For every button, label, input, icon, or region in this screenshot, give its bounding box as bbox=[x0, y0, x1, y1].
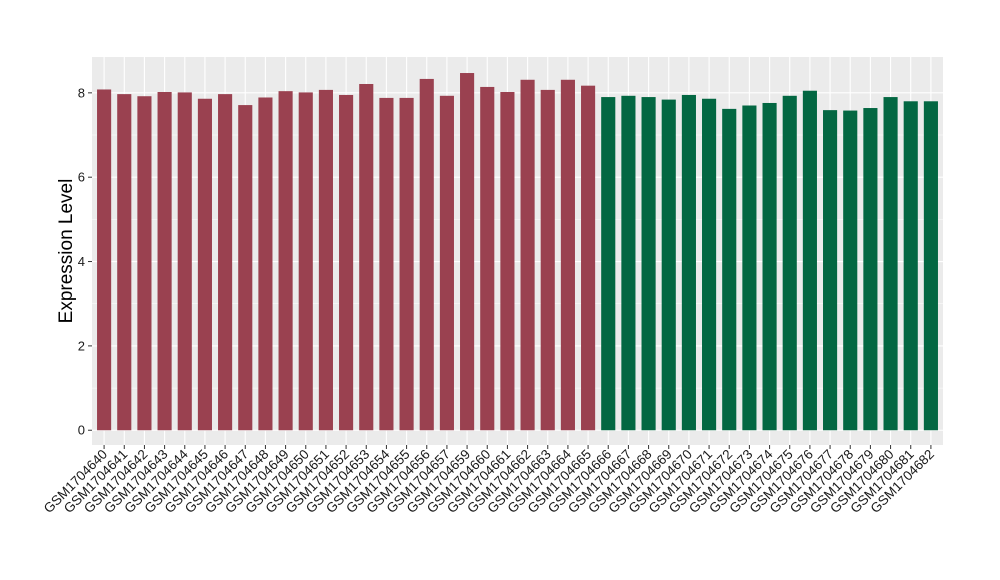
bar bbox=[298, 92, 313, 431]
bar bbox=[480, 86, 495, 431]
bar bbox=[238, 105, 253, 431]
bar bbox=[520, 79, 535, 431]
bar bbox=[782, 95, 797, 431]
bar bbox=[823, 110, 838, 431]
bar bbox=[278, 91, 293, 431]
bar bbox=[742, 105, 757, 431]
bar bbox=[439, 95, 454, 431]
bar bbox=[157, 92, 172, 431]
bar bbox=[419, 78, 434, 431]
y-tick-label: 0 bbox=[78, 423, 85, 438]
x-axis: GSM1704640GSM1704641GSM1704642GSM1704643… bbox=[41, 445, 937, 516]
bar bbox=[581, 85, 596, 431]
bar bbox=[923, 101, 938, 431]
plot-panel bbox=[92, 57, 943, 445]
bar bbox=[500, 92, 515, 431]
bar bbox=[601, 97, 616, 431]
y-tick-label: 2 bbox=[78, 338, 85, 353]
bar bbox=[117, 94, 132, 431]
bar bbox=[258, 97, 273, 431]
bar bbox=[137, 96, 152, 431]
y-axis-title: Expression Level bbox=[56, 179, 77, 324]
bar bbox=[843, 110, 858, 431]
bar bbox=[460, 73, 475, 431]
y-axis: 0 2 4 6 8 bbox=[78, 85, 92, 438]
bar bbox=[762, 102, 777, 431]
bar bbox=[359, 83, 374, 431]
bar bbox=[863, 108, 878, 431]
bar bbox=[681, 94, 696, 431]
bar bbox=[802, 90, 817, 431]
bar bbox=[661, 99, 676, 431]
bar bbox=[97, 89, 112, 431]
bar bbox=[318, 89, 333, 431]
bar bbox=[641, 97, 656, 431]
bar bbox=[903, 101, 918, 431]
bar bbox=[883, 97, 898, 431]
bar bbox=[702, 98, 717, 431]
bar bbox=[218, 94, 233, 431]
bar bbox=[177, 92, 192, 431]
y-tick-label: 8 bbox=[78, 85, 85, 100]
bar bbox=[621, 95, 636, 431]
bar bbox=[560, 79, 575, 431]
bar bbox=[339, 94, 354, 431]
bar bbox=[399, 97, 414, 431]
bar bbox=[197, 98, 212, 431]
y-tick-label: 6 bbox=[78, 170, 85, 185]
bar bbox=[722, 108, 737, 431]
bar bbox=[379, 97, 394, 431]
y-tick-label: 4 bbox=[78, 254, 85, 269]
bars bbox=[97, 73, 938, 431]
bar bbox=[540, 89, 555, 431]
